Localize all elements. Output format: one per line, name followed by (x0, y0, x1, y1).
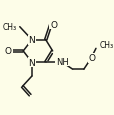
Text: O: O (87, 54, 94, 63)
Text: N: N (28, 36, 35, 45)
Text: NH: NH (55, 57, 68, 66)
Text: O: O (5, 47, 12, 56)
Text: CH₃: CH₃ (99, 41, 113, 50)
Text: O: O (50, 20, 57, 29)
Text: N: N (28, 58, 35, 67)
Text: CH₃: CH₃ (2, 23, 16, 32)
